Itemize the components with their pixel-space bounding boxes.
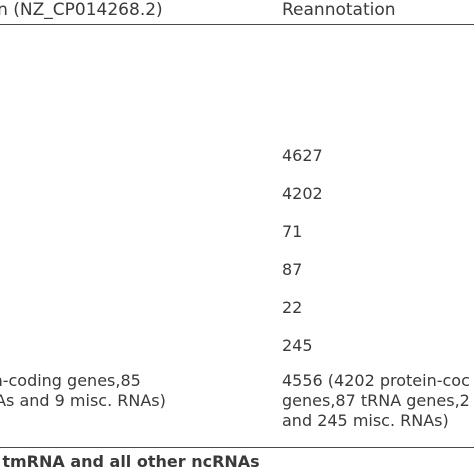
reannotation-value-3: 71 <box>282 222 303 241</box>
reannotation-total-cell: 4556 (4202 protein-coc genes,87 tRNA gen… <box>282 371 470 431</box>
table-bottom-rule <box>0 447 474 448</box>
header-reannotation: Reannotation <box>282 0 396 20</box>
original-total-line-2: RNAs and 9 misc. RNAs) <box>0 391 166 410</box>
reannotation-value-2: 4202 <box>282 184 323 203</box>
header-rule <box>0 24 474 25</box>
reannotation-total-line-1: 4556 (4202 protein-coc <box>282 371 470 390</box>
table-footnote: A, tmRNA and all other ncRNAs <box>0 452 260 471</box>
reannotation-value-1: 4627 <box>282 146 323 165</box>
reannotation-value-6: 245 <box>282 336 313 355</box>
original-total-line-1: tein-coding genes,85 <box>0 371 141 390</box>
reannotation-value-5: 22 <box>282 298 303 317</box>
reannotation-total-line-3: and 245 misc. RNAs) <box>282 411 449 430</box>
original-total-cell: tein-coding genes,85 RNAs and 9 misc. RN… <box>0 371 166 411</box>
header-original-annotation: ion (NZ_CP014268.2) <box>0 0 163 20</box>
reannotation-total-line-2: genes,87 tRNA genes,2 <box>282 391 470 410</box>
reannotation-value-4: 87 <box>282 260 303 279</box>
